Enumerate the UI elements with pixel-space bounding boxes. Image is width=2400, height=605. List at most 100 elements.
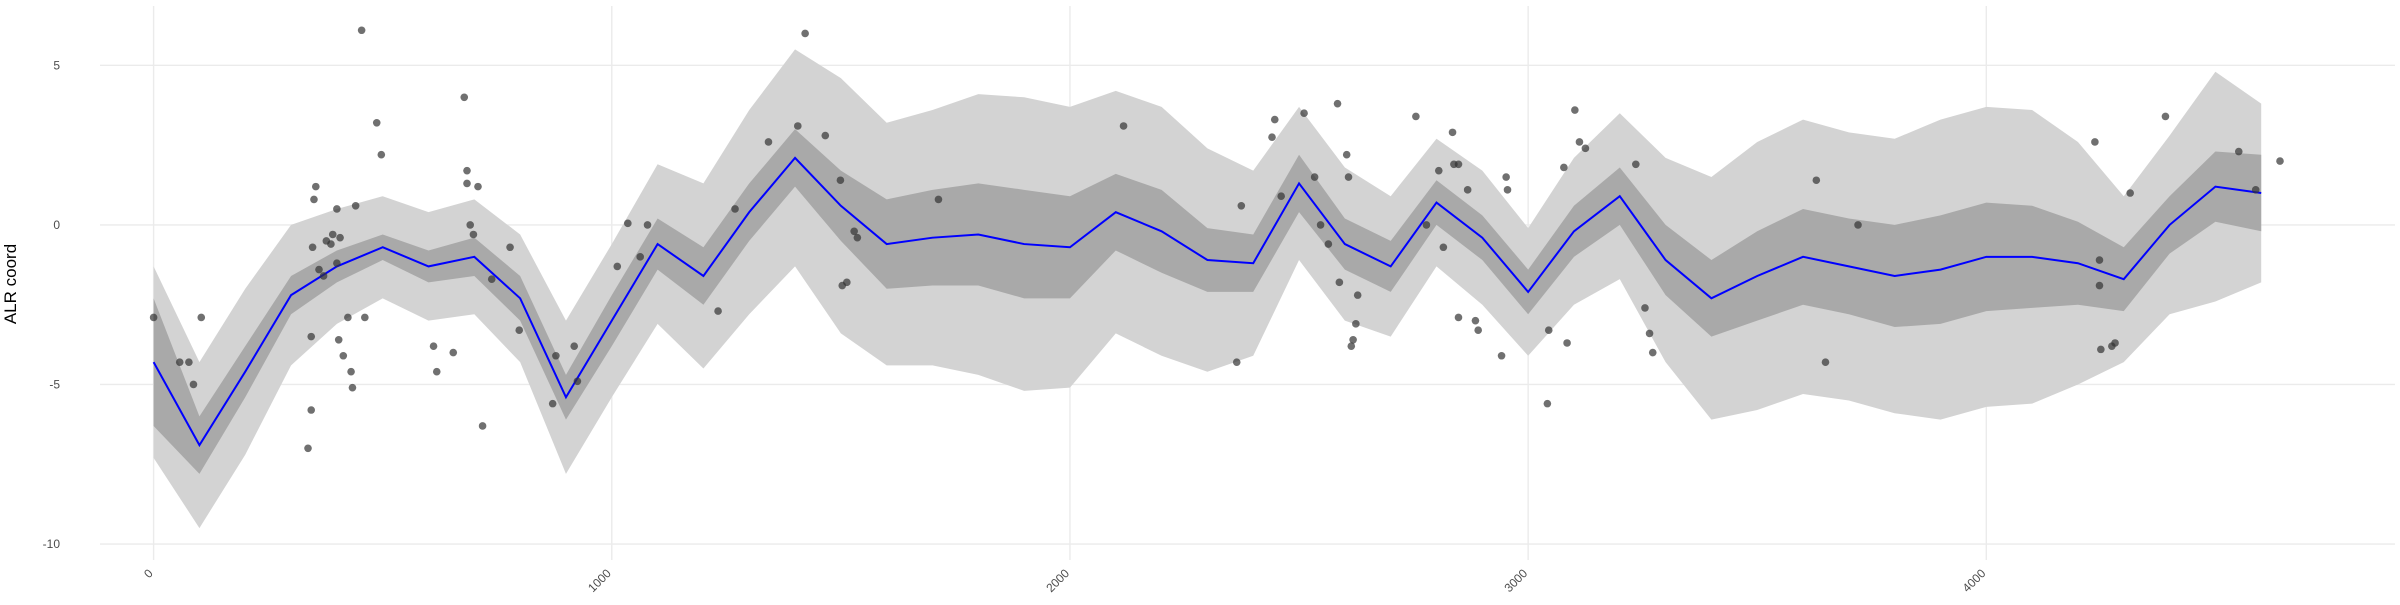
- data-point: [1581, 144, 1590, 153]
- data-point: [1439, 243, 1448, 252]
- data-point: [2251, 186, 2260, 194]
- data-point: [312, 182, 320, 191]
- data-point: [333, 205, 341, 213]
- data-point: [478, 422, 487, 430]
- data-point: [487, 275, 496, 283]
- data-point: [1575, 138, 1584, 146]
- y-tick-label: -5: [49, 377, 60, 391]
- data-point: [2126, 189, 2134, 197]
- data-point: [1270, 115, 1279, 124]
- x-tick-label: 4000: [1960, 566, 1989, 595]
- data-point: [1454, 160, 1463, 169]
- data-point: [463, 179, 471, 188]
- data-point: [1344, 173, 1353, 181]
- data-point: [853, 233, 862, 242]
- data-point: [333, 259, 341, 268]
- data-point: [189, 380, 198, 389]
- data-point: [1571, 106, 1579, 114]
- data-point: [714, 307, 722, 315]
- data-point: [1544, 326, 1553, 335]
- data-point: [548, 399, 557, 408]
- data-point: [149, 313, 158, 322]
- data-point: [794, 122, 802, 130]
- data-point: [1502, 173, 1510, 181]
- data-point: [1300, 109, 1308, 118]
- data-point: [463, 166, 471, 175]
- data-point: [506, 243, 514, 252]
- data-point: [1324, 240, 1333, 248]
- data-point: [327, 240, 335, 248]
- data-point: [801, 29, 809, 38]
- data-point: [1316, 221, 1325, 229]
- data-point: [2097, 345, 2105, 354]
- data-point: [357, 26, 366, 35]
- data-point: [175, 358, 184, 366]
- data-point: [319, 272, 328, 280]
- data-point: [1349, 336, 1357, 344]
- data-point: [1471, 316, 1480, 325]
- x-tick-label: 0: [141, 566, 156, 581]
- data-point: [2276, 157, 2284, 165]
- data-point: [1641, 304, 1649, 312]
- y-tick-label: 5: [53, 58, 60, 72]
- data-point: [2111, 339, 2119, 347]
- data-point: [469, 230, 478, 239]
- data-point: [372, 118, 381, 127]
- data-point: [328, 230, 337, 239]
- y-tick-label: 0: [53, 218, 60, 232]
- data-point: [377, 150, 386, 159]
- data-point: [308, 243, 317, 252]
- data-point: [636, 253, 644, 261]
- data-point: [449, 348, 458, 357]
- data-point: [836, 176, 845, 185]
- data-point: [1353, 291, 1362, 299]
- data-point: [334, 336, 343, 344]
- data-point: [2234, 147, 2243, 156]
- data-point: [185, 358, 193, 366]
- data-point: [1645, 329, 1654, 338]
- data-point: [624, 219, 632, 228]
- data-point: [460, 93, 469, 102]
- data-point: [1563, 339, 1571, 347]
- data-point: [1632, 160, 1640, 169]
- data-point: [347, 367, 355, 376]
- data-point: [1352, 320, 1360, 328]
- data-point: [1422, 221, 1431, 229]
- x-tick-label: 1000: [585, 566, 614, 595]
- data-point: [1333, 99, 1342, 108]
- data-point: [1454, 313, 1463, 322]
- mean-line: [152, 156, 2262, 448]
- data-point: [197, 313, 206, 322]
- data-point: [1277, 192, 1285, 200]
- data-point: [850, 227, 858, 236]
- x-tick-label: 3000: [1501, 566, 1530, 595]
- data-point: [304, 444, 312, 453]
- data-point: [1463, 186, 1472, 194]
- data-point: [361, 313, 369, 322]
- data-point: [1560, 163, 1568, 172]
- data-point: [1119, 122, 1128, 130]
- data-point: [1412, 112, 1420, 121]
- data-point: [1854, 221, 1862, 229]
- data-point: [432, 367, 441, 376]
- data-point: [429, 342, 438, 350]
- data-point: [731, 205, 739, 213]
- data-point: [339, 351, 348, 360]
- data-point: [764, 138, 773, 146]
- data-point: [552, 351, 560, 360]
- data-point: [1347, 342, 1356, 350]
- data-point: [2095, 281, 2104, 290]
- data-point: [307, 406, 316, 414]
- data-point: [348, 383, 357, 392]
- data-point: [1335, 278, 1344, 287]
- data-point: [1497, 351, 1506, 360]
- data-point: [1503, 186, 1512, 194]
- data-point: [613, 262, 622, 271]
- data-point: [843, 278, 851, 287]
- data-point: [2161, 112, 2170, 121]
- data-point: [351, 201, 360, 210]
- data-point: [1474, 326, 1482, 335]
- data-point: [1648, 348, 1657, 357]
- confidence-band: [153, 129, 2262, 474]
